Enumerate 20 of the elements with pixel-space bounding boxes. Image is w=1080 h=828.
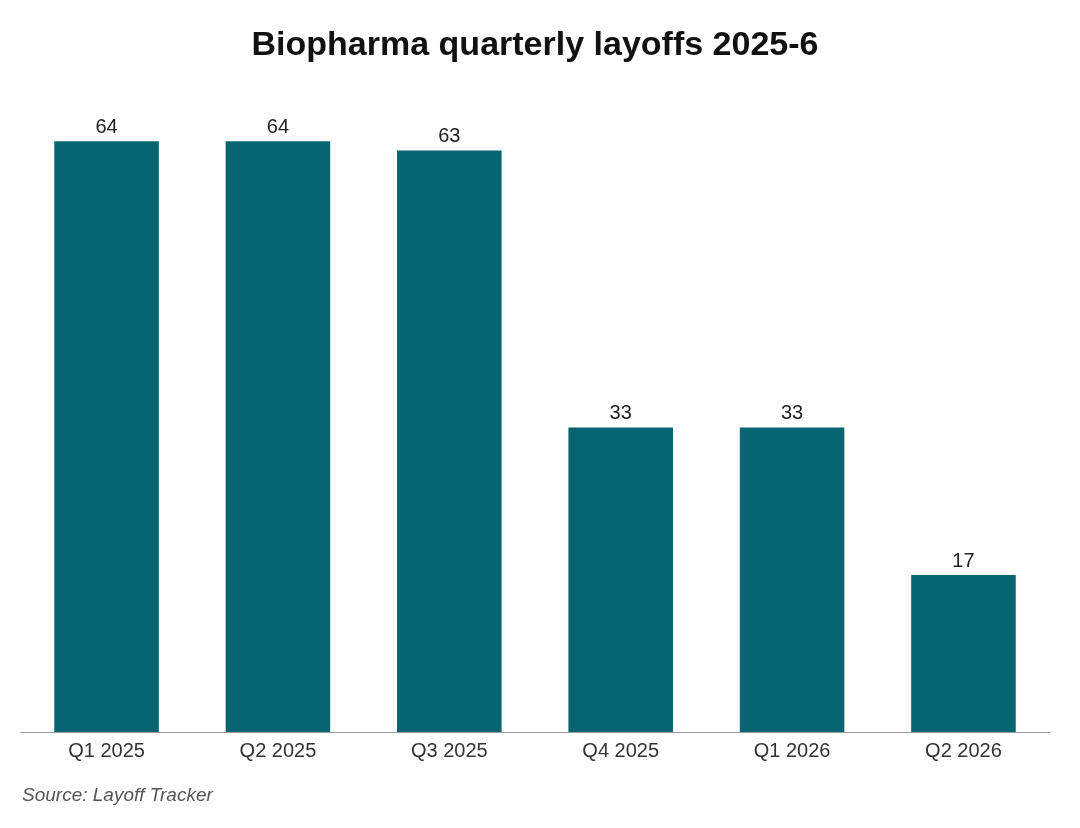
data-label: 33: [780, 401, 804, 424]
x-tick-label: Q2 2026: [925, 738, 1002, 761]
x-tick-label: Q4 2025: [582, 738, 660, 761]
data-label: 64: [95, 115, 118, 138]
x-tick-label: Q2 2025: [239, 738, 317, 761]
bar: [54, 141, 159, 732]
x-tick-label: Q1 2025: [68, 738, 145, 761]
data-label: 33: [609, 401, 632, 424]
data-label: 17: [952, 549, 975, 572]
data-label: 64: [266, 115, 290, 138]
x-tick-label: Q3 2025: [410, 738, 488, 761]
source-note: Source: Layoff Tracker: [22, 784, 213, 806]
chart-title: Biopharma quarterly layoffs 2025-6: [251, 24, 819, 63]
bar: [568, 427, 673, 732]
bar: [911, 575, 1016, 732]
data-label: 63: [438, 124, 461, 147]
bar: [397, 150, 502, 732]
x-tick-label: Q1 2026: [753, 738, 831, 761]
bar: [225, 141, 331, 732]
bar: [739, 427, 845, 732]
